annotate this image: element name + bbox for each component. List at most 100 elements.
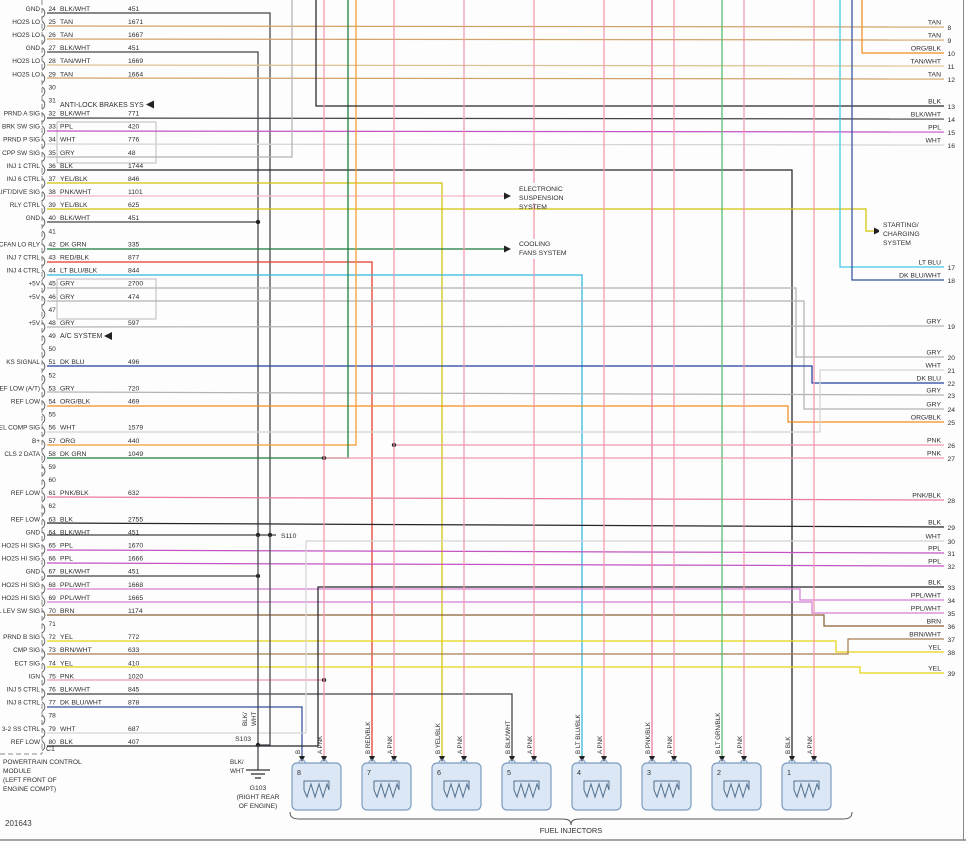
arrow-down-icon [391,756,397,762]
pin-cavity [41,178,46,189]
pin-cavity [41,269,46,280]
circuit-number-label: 496 [128,359,140,366]
wire [47,51,259,535]
wire-color-label: PNK/WHT [60,189,91,196]
right-wire-number: 34 [948,598,956,605]
right-wire-number: 15 [948,130,956,137]
injector-number: 5 [507,768,511,777]
pin-cavity [41,47,46,58]
pin-cavity [41,662,46,673]
wire-color-label: WHT [60,726,75,733]
wire-color-label: PPL [60,556,73,563]
pin-number: 67 [49,569,57,576]
right-wire-number: 27 [948,456,956,463]
splice-label-s110: S110 [281,533,297,540]
injector-terminal-notch [368,759,376,764]
wire [315,0,944,107]
pin-cavity [41,348,46,359]
wire [47,0,357,446]
injector-terminal-notch [740,759,748,764]
pin-signal-label: HO2S LO [12,19,40,26]
right-wire-number: 25 [948,420,956,427]
injector-box [781,762,832,811]
circuit-number-label: 1020 [128,673,143,680]
pin-number: 41 [49,228,57,235]
pin-signal-label: REF LOW [11,399,41,406]
pin-signal-label: INJ 1 CTRL [7,163,41,170]
circuit-number-label: 451 [128,215,140,222]
pin-number: 29 [49,71,57,78]
pin-cavity [41,34,46,45]
circuit-number-label: 877 [128,255,140,262]
pin-cavity [41,505,46,516]
wire-color-label: YEL [60,634,73,641]
circuit-number-label: 1664 [128,71,143,78]
wire [46,130,945,133]
arrow-down-icon [579,756,585,762]
system-label-suspension: SUSPENSION [519,195,564,202]
pin-cavity [41,217,46,228]
injector-terminal-label: A PNK [667,735,674,754]
pin-signal-label: INJ 4 CTRL [7,268,41,275]
circuit-number-label: 335 [128,241,140,248]
circuit-number-label: 772 [128,634,140,641]
injector-terminal-notch [600,759,608,764]
label-group-box [56,278,157,320]
pin-number: 71 [49,621,57,628]
circuit-number-label: 1101 [128,189,143,196]
injector-terminal-label: A PNK [807,735,814,754]
wire-color-label: PPL [60,124,73,131]
pin-cavity [41,570,46,581]
pin-number: 80 [49,739,57,746]
pin-cavity [41,492,46,503]
injector-coil [513,782,540,799]
arrow-right-icon [504,192,511,200]
right-wire-color-label: BRN/WHT [909,631,941,638]
pin-number: 54 [49,399,57,406]
ground-id-label: G103 [250,785,267,792]
right-wire-color-label: PPL/WHT [911,605,941,612]
arrow-down-icon [741,756,747,762]
pin-number: 46 [49,294,57,301]
injector-terminal-notch [460,759,468,764]
pin-signal-label: INJ 7 CTRL [7,255,41,262]
injector-number: 7 [367,768,371,777]
wire [47,601,944,614]
injector-coil [303,780,330,790]
injector-terminal-notch [788,759,796,764]
wire-color-label: TAN [60,19,73,26]
pin-cavity [41,714,46,725]
ground-location-label: OF ENGINE) [239,803,277,810]
pin-cavity [41,73,46,84]
pin-number: 53 [49,385,57,392]
pin-number: 49 [49,333,57,340]
wire [47,365,944,384]
injector-coil [793,782,820,799]
pin-number: 76 [49,686,57,693]
pin-cavity [41,99,46,110]
pin-cavity [41,361,46,372]
wire-color-label-rotated: BLK/ [242,712,249,726]
pin-signal-label: PRND P SIG [3,137,40,144]
circuit-number-label: 451 [128,529,140,536]
wire [47,261,373,756]
pin-cavity [41,322,46,333]
wire-color-label: BLK [60,163,73,170]
pin-cavity [41,727,46,739]
right-wire-color-label: WHT [926,137,941,144]
pin-signal-label: 3-2 SS CTRL [2,726,40,733]
injector-terminal-label: B LT BLU/BLK [575,713,582,754]
injector-terminal-notch [298,759,306,764]
wire-color-label: BRN [60,608,74,615]
wire-color-label: WHT [60,137,75,144]
pin-number: 74 [49,660,57,667]
right-wire-color-label: PPL [928,558,941,565]
injector-terminal-notch [438,759,446,764]
pin-signal-label: GND [26,45,41,52]
pin-number: 30 [49,84,57,91]
right-wire-color-label: TAN [928,19,941,26]
wire-color-label: BRN/WHT [60,647,92,654]
injector-terminal-label: B RED/BLK [365,721,372,754]
right-wire-number: 23 [948,393,956,400]
